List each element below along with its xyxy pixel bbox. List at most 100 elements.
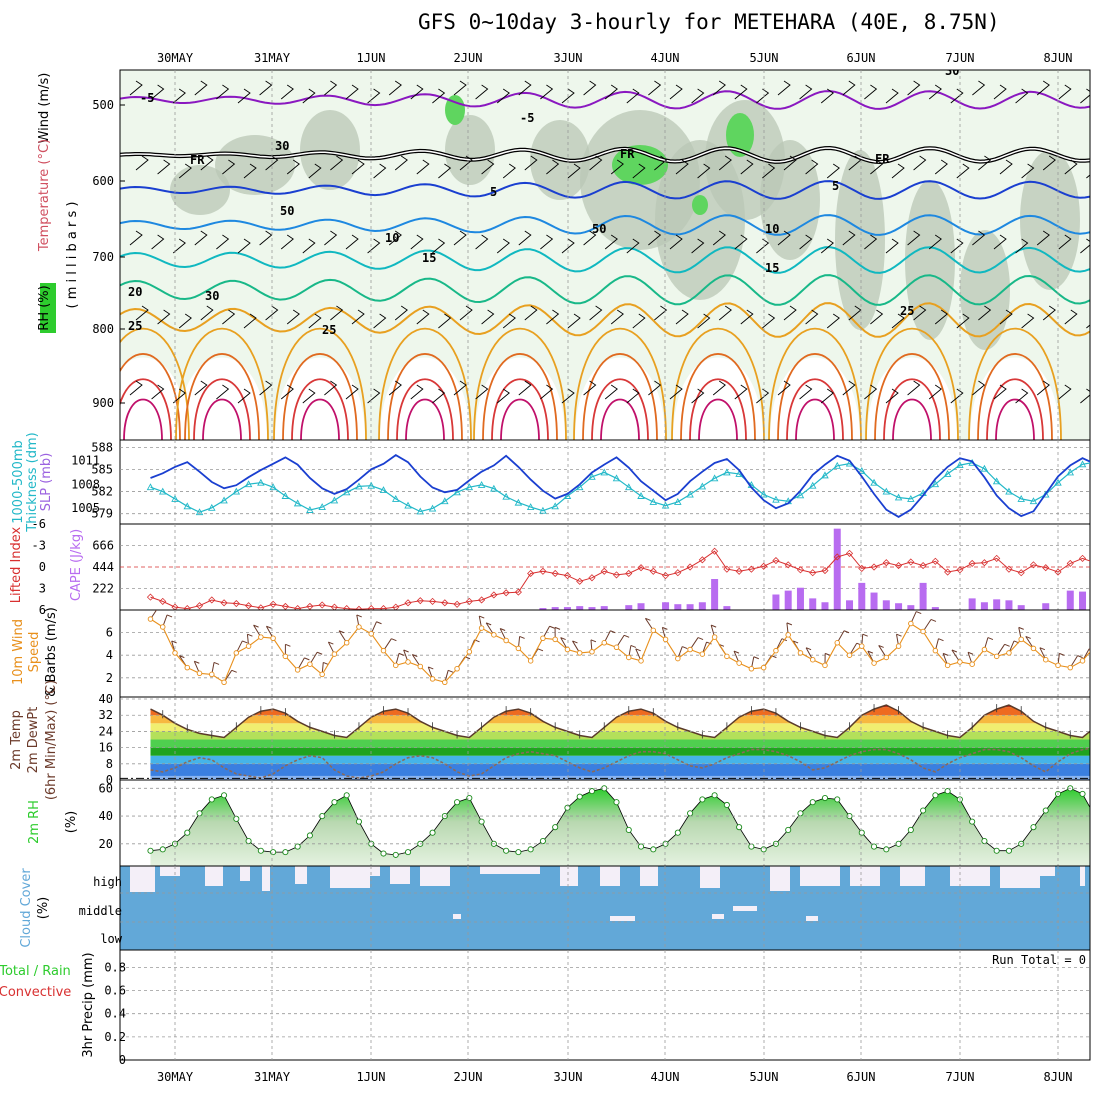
- lifted-index-point: [784, 561, 792, 569]
- rh-point: [282, 849, 289, 856]
- wind-speed-point: [1030, 645, 1037, 652]
- wind-barb-icon: [524, 155, 538, 171]
- lifted-index-point: [944, 568, 952, 576]
- wind-speed-point: [601, 640, 607, 646]
- cape-bar: [968, 598, 976, 610]
- wind-barb-icon: [157, 309, 171, 325]
- lifted-index-point: [1005, 565, 1013, 573]
- cape-bar: [1017, 605, 1025, 610]
- wind-barb-icon: [453, 230, 467, 246]
- wind-barb-icon: [496, 88, 510, 104]
- wind-barb-icon: [345, 234, 359, 250]
- thickness-point: [612, 474, 621, 482]
- rh-point: [613, 799, 620, 806]
- rh-point: [1005, 847, 1012, 854]
- y-tick-label: 40: [99, 692, 113, 706]
- wind-speed-point: [834, 640, 841, 646]
- ylabel-cape: CAPE (J/kg): [69, 529, 84, 601]
- rh-point: [404, 849, 412, 856]
- rh-blob-90: [726, 113, 754, 157]
- wind-barb-icon: [265, 305, 279, 321]
- y-tick-label: 8: [106, 757, 113, 771]
- temp-band: [150, 723, 1090, 732]
- wind-barb-icon: [459, 155, 473, 171]
- thickness-point: [723, 468, 731, 476]
- wind-speed-point: [454, 666, 460, 672]
- lifted-index-point: [502, 589, 510, 597]
- rh-point: [932, 792, 939, 799]
- wind-barb-icon: [1036, 230, 1050, 246]
- wind-barb-icon: [540, 84, 554, 100]
- lifted-index-point: [895, 562, 903, 570]
- wind-speed-point: [221, 679, 227, 686]
- rh-point: [907, 826, 914, 833]
- mid-cloud-gap: [453, 914, 461, 919]
- x-tick-label-bottom: 3JUN: [554, 1070, 583, 1084]
- thickness-point: [391, 495, 400, 502]
- wind-speed-point: [957, 659, 963, 665]
- wind-barb-icon: [978, 305, 992, 321]
- high-cloud-gap: [1080, 866, 1085, 886]
- thickness-point: [698, 482, 707, 490]
- temp-band: [150, 747, 1090, 756]
- wind-barb-icon: [496, 238, 510, 254]
- ylabel-1000-500mb: 1000-500mb: [11, 440, 26, 524]
- cape-bar: [625, 605, 633, 610]
- thickness-point: [649, 497, 658, 505]
- thickness-point: [269, 483, 277, 491]
- isotherm-lobe: [491, 378, 549, 440]
- isotherm-20: [120, 274, 1090, 306]
- wind-barb-icon: [129, 380, 143, 396]
- thickness-point: [956, 461, 964, 469]
- isotherm-lobe: [175, 327, 269, 440]
- ylabel-10m-wind: 10m Wind: [11, 619, 26, 685]
- wind-speed-point: [785, 632, 791, 638]
- lifted-index-point: [809, 569, 817, 577]
- thickness-point: [428, 504, 437, 512]
- contour-label: 15: [422, 251, 436, 265]
- wind-barb-icon: [648, 230, 662, 246]
- wind-barb-icon: [157, 159, 171, 175]
- lifted-index-point: [478, 596, 486, 604]
- wind-barb-icon: [237, 388, 251, 404]
- wind-barb-icon: [388, 230, 402, 246]
- lifted-index-point: [931, 557, 939, 565]
- wind-barb-icon: [567, 163, 581, 179]
- wind-barb-icon: [820, 388, 834, 404]
- rh-point: [674, 829, 681, 836]
- thickness-point: [821, 471, 829, 479]
- wind-barb-icon: [394, 305, 408, 321]
- contour-label: 25: [128, 319, 142, 333]
- wind-speed-point: [981, 646, 988, 653]
- wind-barb-icon: [194, 380, 208, 396]
- cloud-layer-label: high: [93, 875, 122, 889]
- cape-bar: [551, 607, 559, 610]
- thickness-point: [502, 492, 510, 500]
- y-tick-label-right: 444: [92, 560, 114, 574]
- wind-barb-icon: [583, 80, 597, 96]
- temp-band: [150, 755, 1090, 764]
- wind-barb-icon: [740, 309, 754, 325]
- wind-barb-icon: [216, 384, 230, 400]
- rh-point: [858, 829, 865, 836]
- thickness-point: [477, 481, 486, 488]
- wind-barb-icon: [561, 88, 575, 104]
- wind-barb-icon: [999, 159, 1013, 175]
- wind-speed-point: [662, 636, 669, 643]
- rh-point: [1042, 807, 1049, 814]
- wind-speed-point: [466, 649, 473, 655]
- isotherm-lobe: [786, 378, 844, 440]
- wind-barb-icon: [546, 159, 560, 175]
- thickness-point: [1066, 468, 1075, 476]
- high-cloud-gap: [240, 866, 250, 881]
- rh-point: [355, 818, 363, 825]
- y-tick-label: 3: [39, 582, 46, 596]
- ylabel-cloud-unit: (%): [36, 897, 51, 920]
- wind-barb-icon: [475, 84, 489, 100]
- thickness-point: [318, 503, 326, 511]
- rh-point: [576, 793, 583, 800]
- lifted-index-point: [355, 605, 363, 610]
- lifted-index-point: [796, 566, 805, 574]
- wind-speed-point: [172, 650, 178, 656]
- wind-speed-point: [233, 650, 240, 656]
